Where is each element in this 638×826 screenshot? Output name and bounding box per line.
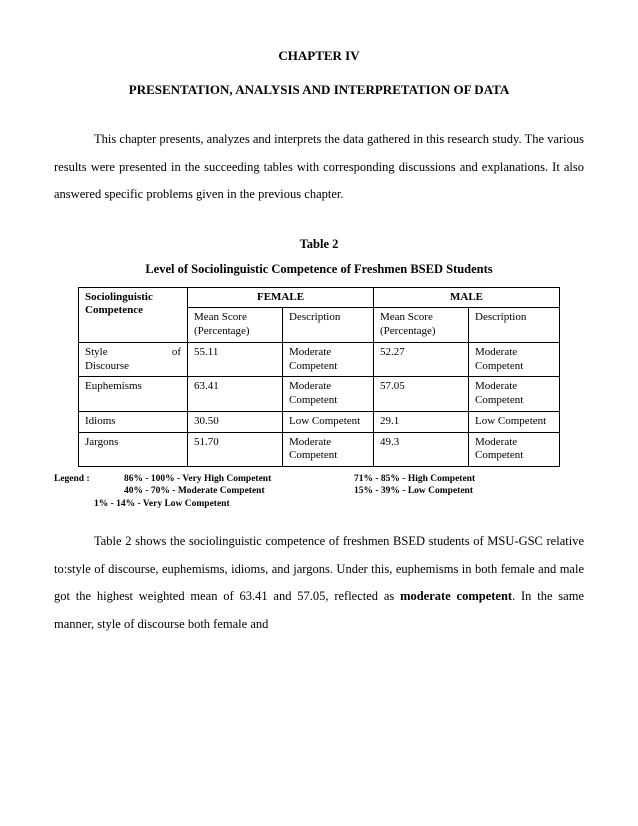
cell-female-mean: 63.41	[188, 377, 283, 412]
cell-female-mean: 51.70	[188, 432, 283, 467]
cell-male-desc: Moderate Competent	[469, 342, 560, 377]
chapter-title: PRESENTATION, ANALYSIS AND INTERPRETATIO…	[54, 82, 584, 98]
chapter-number: CHAPTER IV	[54, 48, 584, 64]
document-page: CHAPTER IV PRESENTATION, ANALYSIS AND IN…	[0, 0, 638, 668]
legend-item: 15% - 39% - Low Competent	[354, 485, 473, 497]
row-category: Euphemisms	[79, 377, 188, 412]
subheader-male-mean: Mean Score (Percentage)	[374, 308, 469, 343]
competence-table: Sociolinguistic Competence FEMALE MALE M…	[78, 287, 560, 468]
cell-male-mean: 57.05	[374, 377, 469, 412]
legend-item: 71% - 85% - High Competent	[354, 473, 475, 485]
cell-female-mean: 30.50	[188, 411, 283, 432]
para-bold: moderate competent	[400, 589, 512, 603]
header-female: FEMALE	[188, 287, 374, 308]
cell-female-desc: Moderate Competent	[283, 432, 374, 467]
table-row: Style of Discourse 55.11 Moderate Compete…	[79, 342, 560, 377]
subheader-female-mean: Mean Score (Percentage)	[188, 308, 283, 343]
cell-female-desc: Low Competent	[283, 411, 374, 432]
table-row: Idioms 30.50 Low Competent 29.1 Low Comp…	[79, 411, 560, 432]
legend-label: Legend :	[54, 473, 124, 485]
cell-male-desc: Low Competent	[469, 411, 560, 432]
legend-item: 86% - 100% - Very High Competent	[124, 473, 354, 485]
table-row: Euphemisms 63.41 Moderate Competent 57.0…	[79, 377, 560, 412]
cell-female-desc: Moderate Competent	[283, 342, 374, 377]
table-title: Level of Sociolinguistic Competence of F…	[54, 262, 584, 277]
discussion-paragraph: Table 2 shows the sociolinguistic compet…	[54, 528, 584, 638]
cell-male-mean: 49.3	[374, 432, 469, 467]
cell-female-desc: Moderate Competent	[283, 377, 374, 412]
subheader-male-desc: Description	[469, 308, 560, 343]
row-category: Jargons	[79, 432, 188, 467]
intro-paragraph: This chapter presents, analyzes and inte…	[54, 126, 584, 209]
table-label: Table 2	[54, 237, 584, 252]
cell-male-mean: 52.27	[374, 342, 469, 377]
cell-male-desc: Moderate Competent	[469, 432, 560, 467]
header-male: MALE	[374, 287, 560, 308]
table-legend: Legend : 86% - 100% - Very High Competen…	[54, 473, 584, 510]
row-category: Idioms	[79, 411, 188, 432]
legend-item: 40% - 70% - Moderate Competent	[124, 485, 354, 497]
legend-item: 1% - 14% - Very Low Competent	[54, 498, 584, 510]
row-label-left: Style	[85, 346, 108, 360]
cell-male-mean: 29.1	[374, 411, 469, 432]
table-row: Jargons 51.70 Moderate Competent 49.3 Mo…	[79, 432, 560, 467]
row-label-line2: Discourse	[85, 360, 181, 374]
row-label-right: of	[172, 346, 181, 360]
cell-female-mean: 55.11	[188, 342, 283, 377]
header-category: Sociolinguistic Competence	[79, 287, 188, 342]
legend-spacer	[54, 485, 124, 497]
table-header-row: Sociolinguistic Competence FEMALE MALE	[79, 287, 560, 308]
cell-male-desc: Moderate Competent	[469, 377, 560, 412]
row-category: Style of Discourse	[79, 342, 188, 377]
subheader-female-desc: Description	[283, 308, 374, 343]
